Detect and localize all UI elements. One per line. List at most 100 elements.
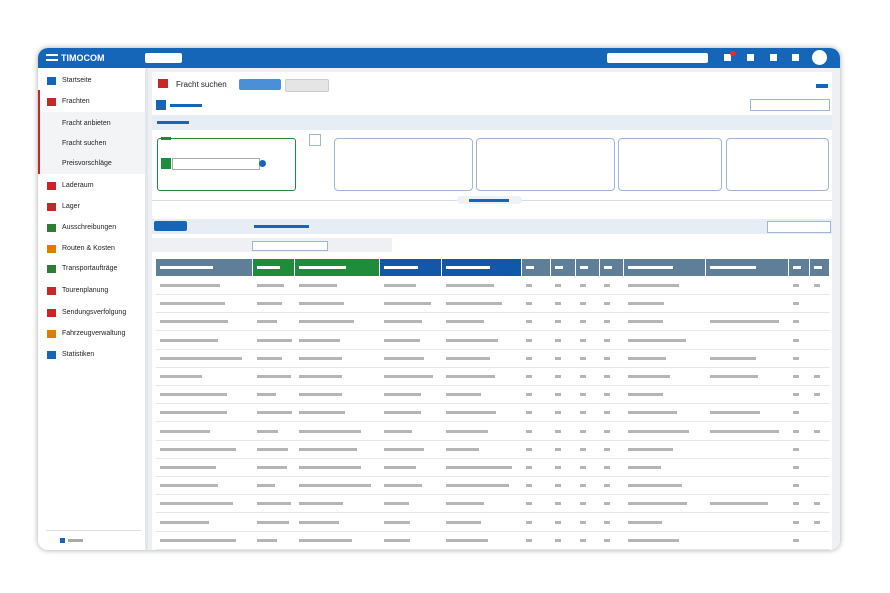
cell-text [526, 393, 532, 397]
cell-text [814, 284, 820, 287]
column-header[interactable] [522, 259, 550, 276]
content: Fracht suchen [148, 68, 840, 550]
footer-label [68, 539, 83, 542]
row-divider [156, 457, 830, 459]
column-header[interactable] [624, 259, 705, 276]
nav-subitem[interactable]: Fracht anbieten [62, 120, 111, 127]
cell-text [604, 447, 610, 451]
cell-text [628, 375, 670, 378]
search-field[interactable] [607, 53, 708, 63]
icon[interactable] [770, 54, 777, 61]
icon[interactable] [747, 54, 754, 61]
cell-text [555, 356, 561, 360]
filter-box [157, 137, 296, 191]
nav-icon [47, 287, 56, 295]
column-header[interactable] [551, 259, 575, 276]
column-header[interactable] [380, 259, 441, 276]
nav-subitem[interactable]: Fracht suchen [62, 140, 107, 147]
column-header[interactable] [789, 259, 809, 276]
menu-button[interactable] [145, 53, 182, 63]
cell-text [555, 429, 561, 433]
input[interactable] [767, 221, 831, 233]
cell-text [710, 411, 761, 415]
table [156, 259, 830, 550]
column-header[interactable] [576, 259, 599, 276]
cell-text [384, 356, 425, 360]
nav-subitem[interactable]: Preisvorschläge [62, 160, 112, 167]
cell-text [384, 393, 422, 397]
checkbox[interactable] [309, 134, 321, 146]
cell-text [299, 302, 344, 306]
nav-icon [47, 203, 56, 211]
cell-text [628, 502, 687, 506]
avatar[interactable] [812, 50, 827, 65]
page-title: Fracht suchen [176, 80, 227, 89]
cell-text [793, 466, 799, 469]
cell-text [299, 338, 341, 342]
cell-text [604, 375, 610, 378]
cell-text [299, 502, 344, 506]
cell-text [384, 429, 413, 433]
header-label [384, 266, 419, 269]
column-header[interactable] [442, 259, 521, 276]
cell-text [793, 411, 799, 415]
cell-text [580, 338, 586, 342]
nav-item[interactable]: Ausschreibungen [62, 224, 117, 231]
nav-item[interactable]: Sendungsverfolgung [62, 309, 127, 316]
cell-text [628, 484, 683, 488]
control[interactable] [816, 84, 828, 88]
badge [730, 51, 736, 56]
control[interactable] [161, 158, 171, 169]
header-label [555, 266, 563, 269]
cell-text [160, 447, 237, 451]
control[interactable] [156, 100, 166, 110]
nav-item[interactable]: Lager [62, 203, 80, 210]
icon[interactable] [792, 54, 799, 61]
cell-text [793, 284, 799, 287]
column-header[interactable] [706, 259, 788, 276]
cell-text [604, 320, 610, 324]
nav-item[interactable]: Frachten [62, 98, 90, 105]
column-header[interactable] [600, 259, 623, 276]
cell-text [710, 375, 759, 378]
cell-text [384, 502, 410, 506]
cell-text [604, 466, 610, 469]
section-bar [152, 115, 832, 130]
header-label [446, 266, 490, 269]
nav-item[interactable]: Statistiken [62, 351, 95, 358]
tab[interactable] [239, 79, 281, 90]
input[interactable] [172, 158, 260, 170]
nav-item[interactable]: Routen & Kosten [62, 245, 115, 252]
button[interactable] [154, 221, 187, 231]
nav-item[interactable]: Startseite [62, 77, 92, 84]
input[interactable] [750, 99, 830, 111]
radio[interactable] [259, 160, 266, 167]
cell-text [446, 302, 502, 306]
nav-item[interactable]: Fahrzeugverwaltung [62, 330, 126, 337]
cell-text [526, 338, 532, 342]
cell-text [299, 375, 343, 378]
cell-text [604, 393, 610, 397]
input[interactable] [252, 241, 328, 251]
cell-text [257, 520, 290, 524]
header-label [257, 266, 281, 269]
cell-text [555, 484, 561, 488]
cell-text [526, 538, 532, 542]
nav-item[interactable]: Tourenplanung [62, 287, 109, 294]
cell-text [446, 429, 488, 433]
column-header[interactable] [253, 259, 294, 276]
column-header[interactable] [295, 259, 379, 276]
cell-text [257, 356, 283, 360]
cell-text [628, 466, 662, 469]
cell-text [555, 284, 561, 287]
column-header[interactable] [810, 259, 829, 276]
icon[interactable] [724, 54, 731, 61]
cell-text [446, 338, 498, 342]
tab[interactable] [285, 79, 329, 92]
nav-item[interactable]: Laderaum [62, 182, 94, 189]
nav-icon [47, 309, 56, 317]
header-label [299, 266, 346, 269]
column-header[interactable] [156, 259, 252, 276]
nav-item[interactable]: Transportaufträge [62, 265, 118, 272]
toggle[interactable] [457, 196, 522, 204]
